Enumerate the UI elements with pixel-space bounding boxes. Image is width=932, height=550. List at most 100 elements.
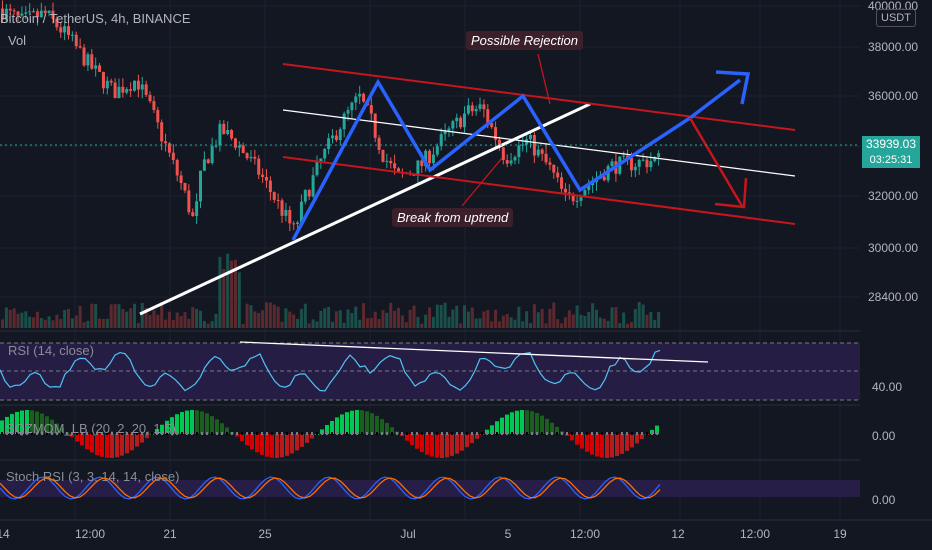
candle-body (622, 155, 626, 157)
sqzmom-bar (575, 434, 579, 445)
volume-bar (245, 303, 249, 328)
volume-bar (408, 309, 412, 328)
volume-bar (272, 304, 276, 328)
rsi-label: RSI (14, close) (8, 343, 94, 358)
volume-bar (35, 311, 39, 328)
sqzmom-bar (435, 434, 439, 458)
sqzmom-bar (620, 434, 624, 454)
channel-bottom-line (282, 156, 796, 225)
candle-body (78, 46, 82, 48)
candle-body (369, 105, 373, 114)
volume-bar (626, 323, 630, 328)
sqzmom-bar (140, 434, 144, 443)
volume-bar (133, 303, 136, 328)
candle-body (470, 105, 474, 112)
candle-body (645, 159, 649, 168)
time-tick-label: 12:00 (570, 527, 600, 541)
candle-body (482, 104, 486, 110)
sqzmom-dot (461, 432, 463, 435)
sqzmom-dot (541, 432, 543, 435)
sqzmom-bar (515, 410, 519, 434)
sqzmom-bar (410, 434, 414, 445)
candle-body (16, 11, 20, 16)
sqzmom-bar (260, 434, 264, 455)
volume-bar (583, 315, 587, 328)
sqzmom-dot (321, 432, 323, 435)
volume-bar (24, 311, 28, 328)
candle-body (59, 27, 63, 33)
volume-bar (8, 310, 12, 328)
sqzmom-dot (456, 432, 458, 435)
volume-bar (16, 313, 20, 328)
volume-bar (226, 253, 230, 328)
possible-rejection-label: Possible Rejection (466, 31, 583, 50)
candle-body (241, 145, 245, 154)
sqzmom-dot (151, 432, 153, 435)
volume-bar (575, 305, 579, 328)
sqzmom-bar (375, 415, 379, 434)
sqzmom-bar (110, 434, 114, 458)
volume-bar (653, 319, 657, 328)
volume-bar (94, 304, 98, 328)
volume-bar (210, 321, 214, 328)
sqzmom-dot (1, 432, 3, 435)
currency-button[interactable]: USDT (876, 9, 916, 27)
volume-bars (1, 253, 661, 328)
sqzmom-bar (255, 434, 259, 453)
volume-bar (645, 314, 649, 328)
sqzmom-dot (36, 432, 38, 435)
sqzmom-bar (545, 418, 549, 434)
sqzmom-dot (411, 432, 413, 435)
volume-bar (199, 310, 202, 328)
sqzmom-dot (271, 432, 273, 435)
sqzmom-dot (146, 432, 148, 435)
candle-body (490, 123, 494, 128)
sqzmom-bar (15, 411, 19, 434)
candle-body (70, 34, 74, 36)
volume-bar (567, 310, 571, 328)
sqzmom-bar (335, 417, 339, 434)
volume-bar (334, 311, 338, 328)
sqzmom-dot (486, 432, 488, 435)
sqzmom-bar (120, 434, 124, 456)
sqzmom-bar (380, 419, 384, 434)
sqzmom-dot (581, 432, 583, 435)
sqzmom-bar (45, 416, 49, 434)
volume-bar (579, 314, 583, 328)
sqzmom-dot (56, 432, 58, 435)
volume-bar (463, 305, 466, 328)
volume-bar (144, 307, 148, 328)
volume-bar (241, 323, 245, 328)
volume-bar (649, 311, 653, 328)
sqzmom-bar (225, 427, 229, 434)
candle-body (261, 174, 265, 177)
sqzmom-bar (440, 434, 444, 458)
volume-bar (327, 306, 331, 328)
symbol-title: Bitcoin / TetherUS, 4h, BINANCE (0, 11, 191, 26)
candle-body (393, 163, 397, 169)
sqzmom-bar (35, 411, 39, 434)
candle-body (602, 176, 606, 181)
volume-bar (136, 323, 140, 328)
volume-bar (552, 302, 556, 328)
candle-body (358, 93, 362, 97)
volume-bar (32, 317, 36, 328)
sqzmom-dot (6, 432, 8, 435)
sqzmom-bar (190, 410, 194, 434)
sqzmom-dot (561, 432, 563, 435)
sqzmom-dot (446, 432, 448, 435)
sqzmom-dot (21, 432, 23, 435)
sqzmom-dot (186, 432, 188, 435)
volume-bar (400, 315, 404, 328)
candle-body (560, 177, 564, 189)
sqzmom-bar (600, 434, 604, 458)
sqzmom-bar (340, 414, 344, 434)
sqzmom-dot (106, 432, 108, 435)
sqzmom-bar (290, 434, 294, 454)
stoch-rsi-level: 0.00 (872, 493, 896, 507)
sqzmom-bar (100, 434, 104, 457)
sqzmom-dot (51, 432, 53, 435)
time-tick-label: Jul (400, 527, 415, 541)
candle-body (183, 182, 187, 191)
